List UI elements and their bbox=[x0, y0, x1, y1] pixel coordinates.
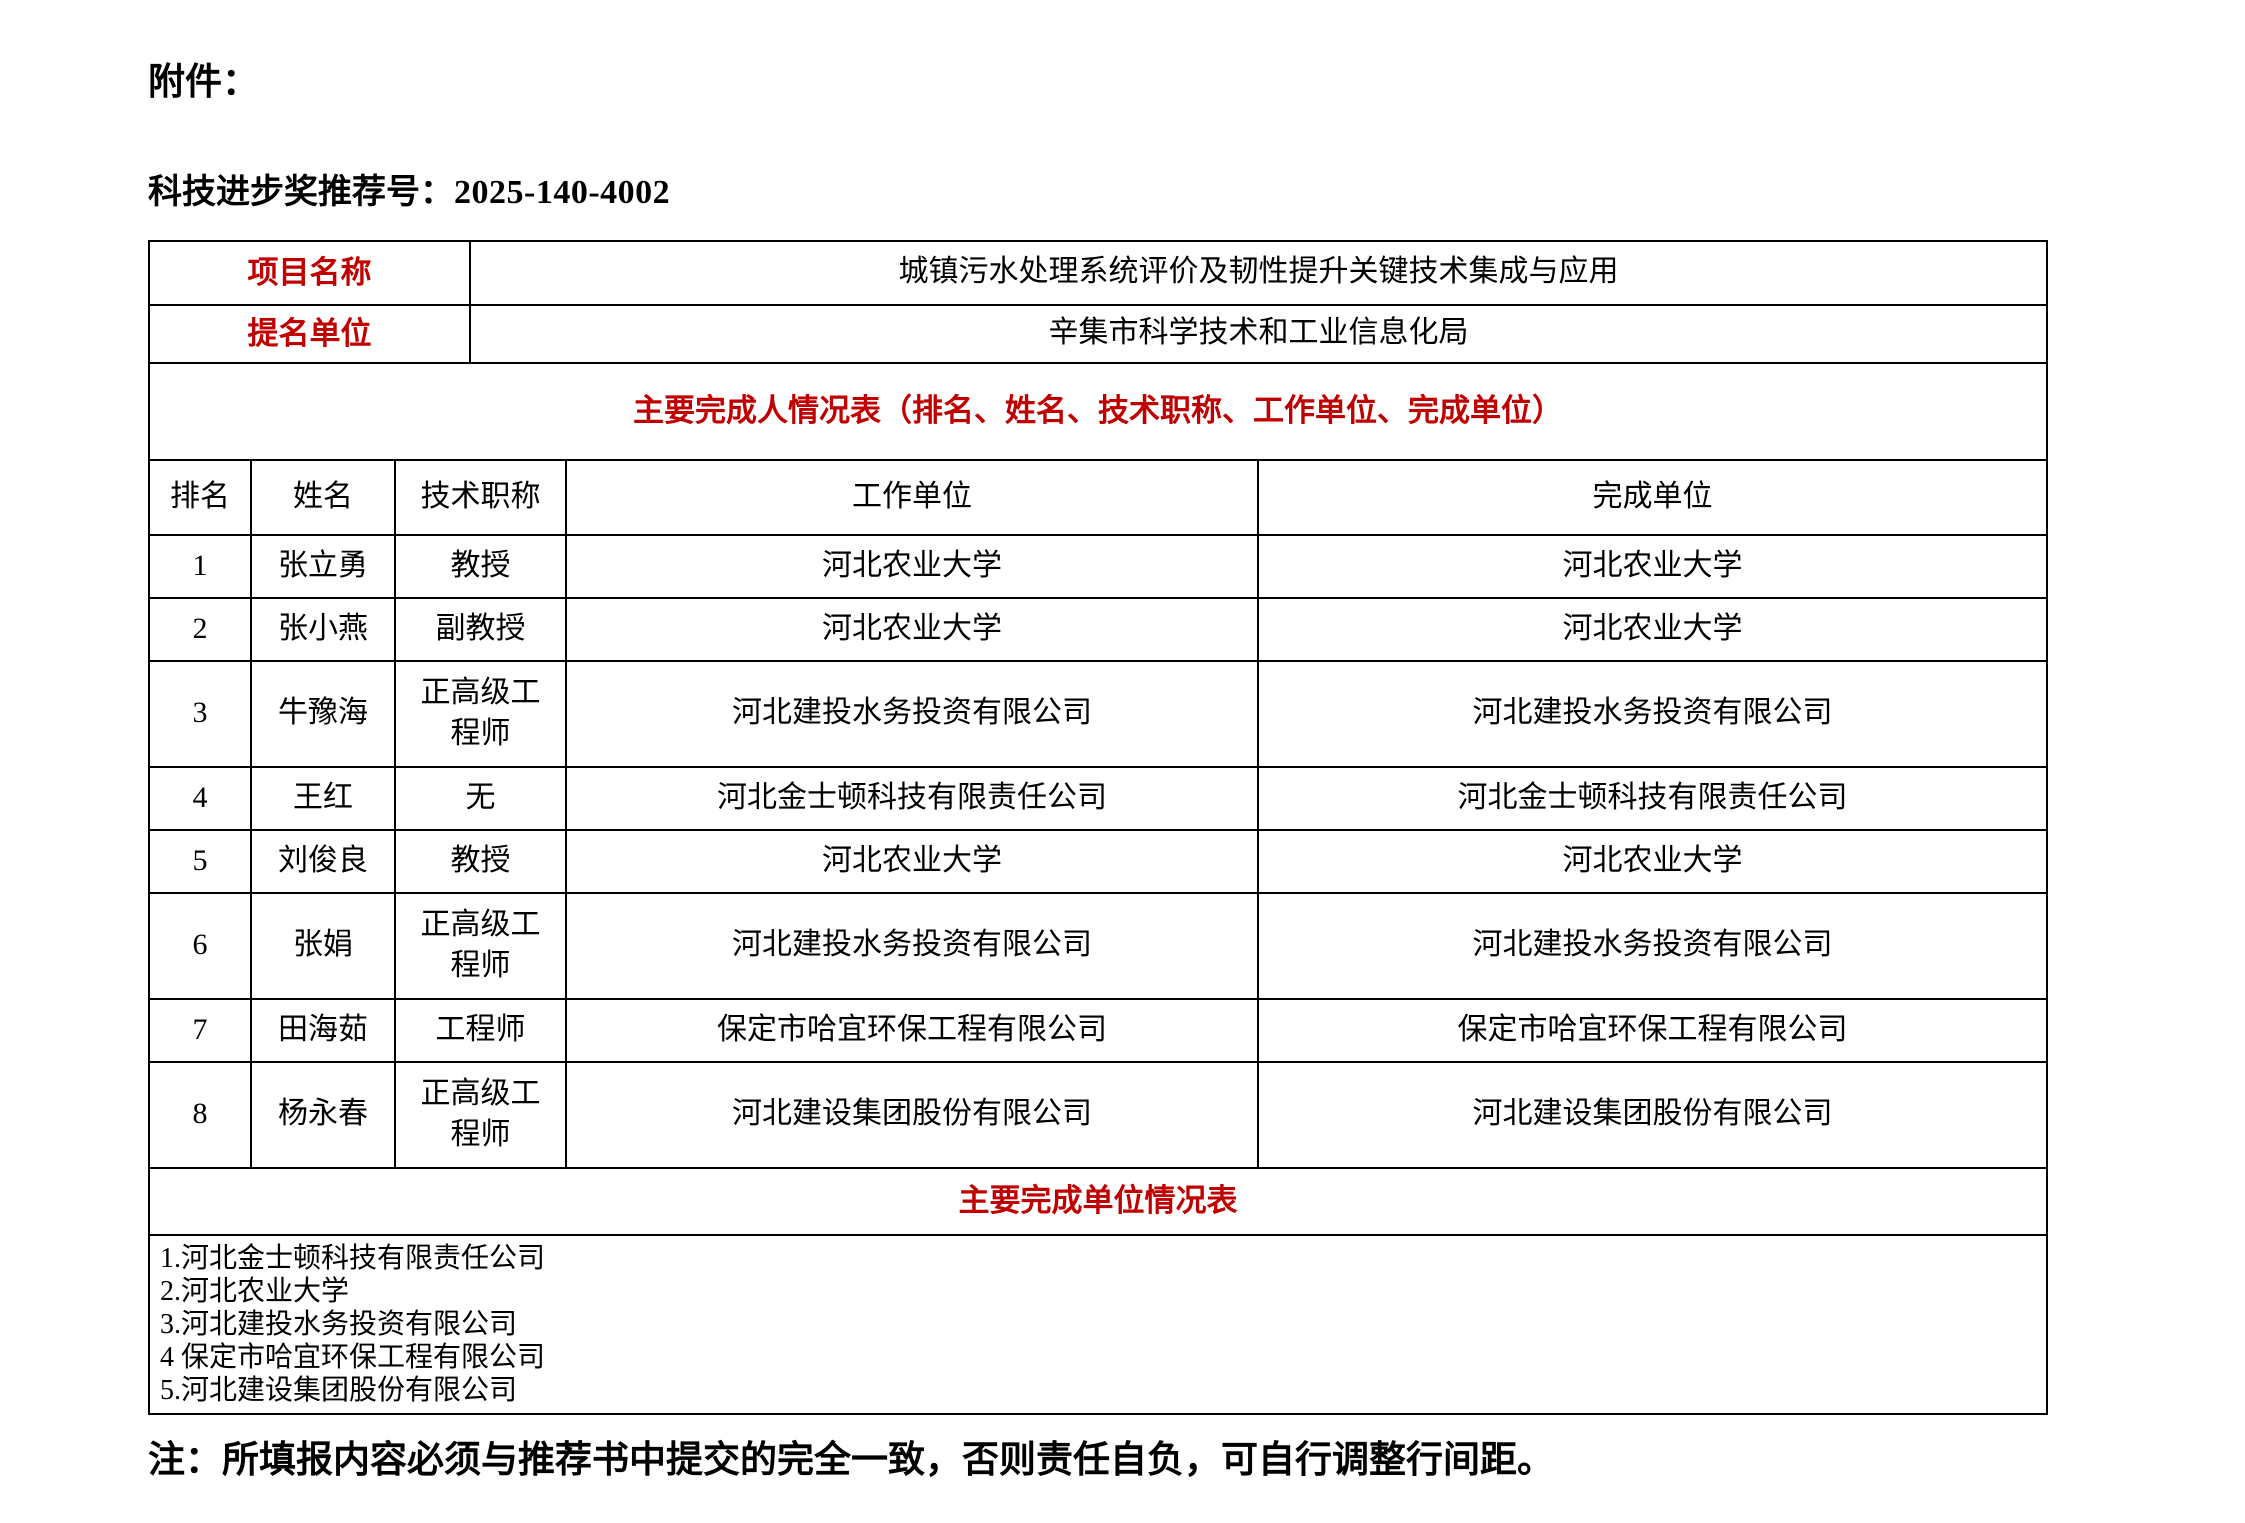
units-list: 1.河北金士顿科技有限责任公司 2.河北农业大学 3.河北建投水务投资有限公司 … bbox=[150, 1236, 2046, 1413]
award-table: 项目名称 城镇污水处理系统评价及韧性提升关键技术集成与应用 提名单位 辛集市科学… bbox=[148, 239, 2048, 1415]
cell-title: 正高级工程师 bbox=[394, 661, 565, 766]
units-section-title-row: 主要完成单位情况表 bbox=[150, 1166, 2046, 1234]
list-item: 5.河北建设集团股份有限公司 bbox=[160, 1374, 518, 1406]
cell-title: 工程师 bbox=[394, 999, 565, 1061]
column-header-work-unit: 工作单位 bbox=[565, 460, 1257, 534]
table-row: 1 张立勇 教授 河北农业大学 河北农业大学 bbox=[150, 533, 2046, 597]
cell-title: 无 bbox=[394, 767, 565, 829]
cell-name: 田海茹 bbox=[250, 999, 394, 1061]
cell-completion-unit: 保定市哈宜环保工程有限公司 bbox=[1257, 999, 2046, 1061]
cell-completion-unit: 河北农业大学 bbox=[1257, 830, 2046, 892]
recommendation-number-value: 2025-140-4002 bbox=[454, 173, 671, 211]
cell-name: 王红 bbox=[250, 767, 394, 829]
cell-completion-unit: 河北金士顿科技有限责任公司 bbox=[1257, 767, 2046, 829]
project-name-label: 项目名称 bbox=[247, 254, 372, 290]
completers-section-title-row: 主要完成人情况表（排名、姓名、技术职称、工作单位、完成单位） bbox=[150, 361, 2046, 459]
column-header-rank: 排名 bbox=[170, 479, 230, 513]
list-item: 1.河北金士顿科技有限责任公司 bbox=[160, 1242, 546, 1274]
footer-note: 注：所填报内容必须与推荐书中提交的完全一致，否则责任自负，可自行调整行间距。 bbox=[148, 1439, 1554, 1481]
cell-name: 张娟 bbox=[250, 893, 394, 998]
cell-title: 正高级工程师 bbox=[394, 1062, 565, 1167]
cell-work-unit: 河北金士顿科技有限责任公司 bbox=[565, 767, 1257, 829]
cell-work-unit: 河北农业大学 bbox=[565, 598, 1257, 660]
units-list-row: 1.河北金士顿科技有限责任公司 2.河北农业大学 3.河北建投水务投资有限公司 … bbox=[150, 1233, 2046, 1413]
column-header-name: 姓名 bbox=[250, 460, 394, 534]
column-header-completion-unit: 完成单位 bbox=[1257, 460, 2046, 534]
cell-completion-unit: 河北建投水务投资有限公司 bbox=[1257, 893, 2046, 998]
cell-work-unit: 河北农业大学 bbox=[565, 830, 1257, 892]
cell-completion-unit: 河北农业大学 bbox=[1257, 598, 2046, 660]
cell-rank: 2 bbox=[192, 611, 208, 645]
cell-rank: 1 bbox=[192, 548, 208, 582]
cell-title: 教授 bbox=[394, 535, 565, 597]
cell-rank: 5 bbox=[192, 843, 208, 877]
list-item: 2.河北农业大学 bbox=[160, 1275, 350, 1307]
list-item: 4 保定市哈宜环保工程有限公司 bbox=[160, 1341, 546, 1373]
table-row: 4 王红 无 河北金士顿科技有限责任公司 河北金士顿科技有限责任公司 bbox=[150, 765, 2046, 829]
table-row: 5 刘俊良 教授 河北农业大学 河北农业大学 bbox=[150, 828, 2046, 892]
table-row: 3 牛豫海 正高级工程师 河北建投水务投资有限公司 河北建投水务投资有限公司 bbox=[150, 659, 2046, 766]
cell-title: 教授 bbox=[394, 830, 565, 892]
completers-header-row: 排名 姓名 技术职称 工作单位 完成单位 bbox=[150, 458, 2046, 534]
cell-name: 杨永春 bbox=[250, 1062, 394, 1167]
cell-completion-unit: 河北建设集团股份有限公司 bbox=[1257, 1062, 2046, 1167]
nominating-unit-value: 辛集市科学技术和工业信息化局 bbox=[469, 305, 2046, 362]
cell-name: 张立勇 bbox=[250, 535, 394, 597]
cell-rank: 3 bbox=[192, 696, 208, 730]
table-row: 8 杨永春 正高级工程师 河北建设集团股份有限公司 河北建设集团股份有限公司 bbox=[150, 1060, 2046, 1167]
cell-work-unit: 河北建投水务投资有限公司 bbox=[565, 893, 1257, 998]
column-header-title: 技术职称 bbox=[394, 460, 565, 534]
cell-title: 正高级工程师 bbox=[394, 893, 565, 998]
recommendation-number-label: 科技进步奖推荐号： bbox=[148, 173, 454, 211]
cell-name: 张小燕 bbox=[250, 598, 394, 660]
cell-title: 副教授 bbox=[394, 598, 565, 660]
table-row: 2 张小燕 副教授 河北农业大学 河北农业大学 bbox=[150, 596, 2046, 660]
recommendation-number-line: 科技进步奖推荐号：2025-140-4002 bbox=[148, 173, 2245, 212]
attachment-label: 附件： bbox=[148, 62, 259, 103]
cell-completion-unit: 河北建投水务投资有限公司 bbox=[1257, 661, 2046, 766]
cell-work-unit: 保定市哈宜环保工程有限公司 bbox=[565, 999, 1257, 1061]
cell-completion-unit: 河北农业大学 bbox=[1257, 535, 2046, 597]
completers-section-title: 主要完成人情况表（排名、姓名、技术职称、工作单位、完成单位） bbox=[633, 393, 1563, 429]
project-name-row: 项目名称 城镇污水处理系统评价及韧性提升关键技术集成与应用 bbox=[150, 241, 2046, 304]
cell-work-unit: 河北建设集团股份有限公司 bbox=[565, 1062, 1257, 1167]
cell-rank: 4 bbox=[192, 780, 208, 814]
cell-name: 牛豫海 bbox=[250, 661, 394, 766]
units-section-title: 主要完成单位情况表 bbox=[958, 1183, 1238, 1219]
cell-name: 刘俊良 bbox=[250, 830, 394, 892]
nominating-unit-label: 提名单位 bbox=[247, 315, 372, 351]
cell-rank: 8 bbox=[192, 1097, 208, 1131]
list-item: 3.河北建投水务投资有限公司 bbox=[160, 1308, 518, 1340]
project-name-value: 城镇污水处理系统评价及韧性提升关键技术集成与应用 bbox=[469, 241, 2046, 304]
cell-work-unit: 河北农业大学 bbox=[565, 535, 1257, 597]
cell-rank: 6 bbox=[192, 928, 208, 962]
cell-work-unit: 河北建投水务投资有限公司 bbox=[565, 661, 1257, 766]
nominating-unit-row: 提名单位 辛集市科学技术和工业信息化局 bbox=[150, 303, 2046, 362]
cell-rank: 7 bbox=[192, 1012, 208, 1046]
table-row: 6 张娟 正高级工程师 河北建投水务投资有限公司 河北建投水务投资有限公司 bbox=[150, 891, 2046, 998]
table-row: 7 田海茹 工程师 保定市哈宜环保工程有限公司 保定市哈宜环保工程有限公司 bbox=[150, 997, 2046, 1061]
